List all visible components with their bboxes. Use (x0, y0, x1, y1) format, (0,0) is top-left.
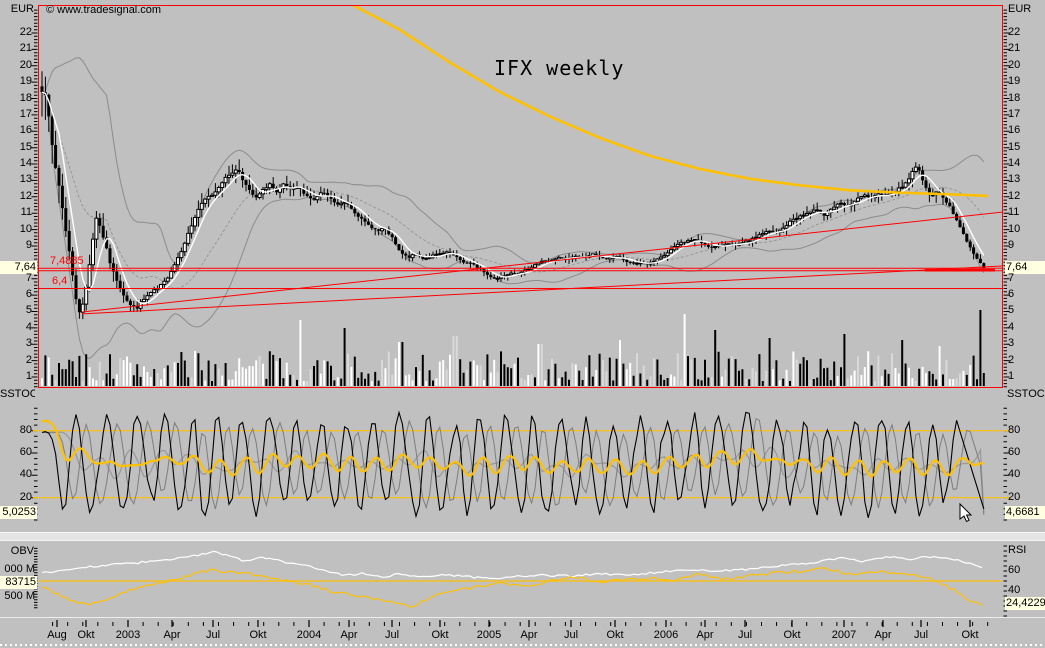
price-tick-label-right: 13 (1008, 173, 1021, 186)
price-tick-label-right: 6 (1008, 288, 1015, 301)
time-axis-label: Apr (163, 629, 181, 641)
obv-tick-upper: 000 M (4, 563, 35, 575)
price-tick-label-left: 7 (25, 271, 32, 284)
price-tick-label-left: 4 (25, 320, 32, 333)
price-tick-label-left: 9 (25, 238, 32, 251)
time-axis-label: Okt (431, 629, 449, 641)
time-axis-label: Apr (696, 629, 714, 641)
time-axis-label: Aug (47, 629, 67, 641)
stochastic-tick-label-right: 40 (1008, 468, 1021, 481)
price-tick-label-left: 19 (19, 75, 32, 88)
time-axis-label: Apr (520, 629, 538, 641)
price-tick-label-right: 7 (1008, 271, 1015, 284)
price-tick-label-right: 3 (1008, 337, 1015, 350)
price-tick-label-left: 6 (25, 288, 32, 301)
time-axis-label: Okt (77, 629, 95, 641)
scroll-grip[interactable] (0, 644, 1045, 646)
price-tick-label-right: 9 (1008, 238, 1015, 251)
time-axis-label: Okt (249, 629, 267, 641)
price-tick-label-right: 10 (1008, 222, 1021, 235)
price-tick-label-left: 20 (19, 58, 32, 71)
price-tick-label-right: 11 (1008, 206, 1020, 219)
time-axis-label: 2005 (476, 629, 502, 641)
price-tick-label-right: 20 (1008, 58, 1021, 71)
rsi-panel-label: RSI (1008, 544, 1027, 556)
price-tick-label-right: 19 (1008, 75, 1021, 88)
watermark: © www.tradesignal.com (46, 4, 162, 16)
price-tick-label-left: 2 (25, 353, 32, 366)
price-tick-label-left: 16 (19, 124, 32, 137)
price-tick-label-right: 14 (1008, 157, 1021, 170)
stochastic-panel-label-right: SSTOC (1007, 388, 1045, 400)
price-tick-label-left: 17 (19, 107, 32, 120)
rsi-tick-label: 40 (1008, 584, 1021, 596)
time-axis-label: Jul (563, 629, 579, 641)
price-tick-label-right: 2 (1008, 353, 1015, 366)
price-tick-label-right: 4 (1008, 320, 1015, 333)
price-tick-label-right: 1 (1008, 370, 1015, 382)
price-tick-label-right: 17 (1008, 107, 1021, 120)
obv-value-badge: 83715 (0, 576, 37, 589)
price-tick-label-left: 18 (19, 91, 32, 104)
price-tick-label-left: 3 (25, 337, 32, 350)
price-tick-label-right: 22 (1008, 26, 1021, 38)
price-tick-label-right: 5 (1008, 304, 1015, 317)
stochastic-tick-label-right: 60 (1008, 445, 1021, 458)
price-axis-unit-right: EUR (1008, 3, 1032, 15)
panel-divider (0, 532, 1045, 541)
stochastic-value-badge-right: 4,6681 (1005, 506, 1045, 519)
time-axis-label: 2003 (115, 629, 141, 641)
time-axis-label: Apr (874, 629, 892, 641)
price-tick-label-right: 15 (1008, 140, 1021, 153)
stochastic-tick-label-left: 80 (19, 423, 32, 436)
time-axis-label: 2007 (831, 629, 857, 641)
price-axis-unit-left: EUR (10, 3, 34, 15)
price-tick-label-right: 12 (1008, 189, 1021, 202)
time-axis-label: Jul (384, 629, 400, 641)
time-axis-label: Jul (737, 629, 753, 641)
price-tick-label-left: 10 (19, 222, 32, 235)
obv-panel-label: OBV (10, 545, 34, 557)
price-tick-label-left: 11 (20, 206, 32, 219)
obv-tick-lower: 500 M (4, 590, 35, 602)
mouse-cursor (959, 502, 973, 523)
time-axis-label: 2006 (653, 629, 679, 641)
price-tick-label-left: 14 (19, 157, 32, 170)
stochastic-tick-label-left: 20 (19, 490, 32, 503)
time-axis-label: Okt (606, 629, 624, 641)
stochastic-value-badge-left: 5,0253 (0, 506, 37, 519)
price-tick-label-left: 21 (19, 42, 32, 55)
price-tick-label-left: 1 (25, 370, 32, 382)
price-tick-label-left: 22 (19, 26, 32, 38)
price-tick-label-left: 13 (19, 173, 32, 186)
price-tick-label-left: 15 (19, 140, 32, 153)
time-axis-label: Apr (340, 629, 358, 641)
current-price-badge-left: 7,64 (0, 261, 37, 274)
level-label-support: 6,4 (52, 275, 68, 287)
stochastic-tick-label-left: 40 (19, 468, 32, 481)
current-price-badge-right: 7,64 (1005, 261, 1045, 274)
price-tick-label-right: 16 (1008, 124, 1021, 137)
stochastic-tick-label-right: 80 (1008, 423, 1021, 436)
rsi-value-badge: 24,4229 (1005, 597, 1045, 610)
time-axis-label: Okt (961, 629, 979, 641)
stochastic-tick-label-left: 60 (19, 445, 32, 458)
price-tick-label-left: 5 (25, 304, 32, 317)
stochastic-panel-label-left: SSTOC (0, 388, 35, 400)
stochastic-tick-label-right: 20 (1008, 490, 1021, 503)
time-axis-label: Jul (205, 629, 221, 641)
price-tick-label-right: 18 (1008, 91, 1021, 104)
price-tick-label-left: 12 (19, 189, 32, 202)
price-tick-label-right: 21 (1008, 42, 1021, 55)
chart-title: IFX weekly (494, 56, 625, 80)
rsi-tick-label: 60 (1008, 564, 1021, 576)
level-label-resistance: 7,4885 (50, 255, 84, 267)
time-axis-label: 2004 (296, 629, 322, 641)
axis-divider (0, 617, 1045, 618)
time-axis-label: Okt (783, 629, 801, 641)
time-axis-label: Jul (913, 629, 929, 641)
